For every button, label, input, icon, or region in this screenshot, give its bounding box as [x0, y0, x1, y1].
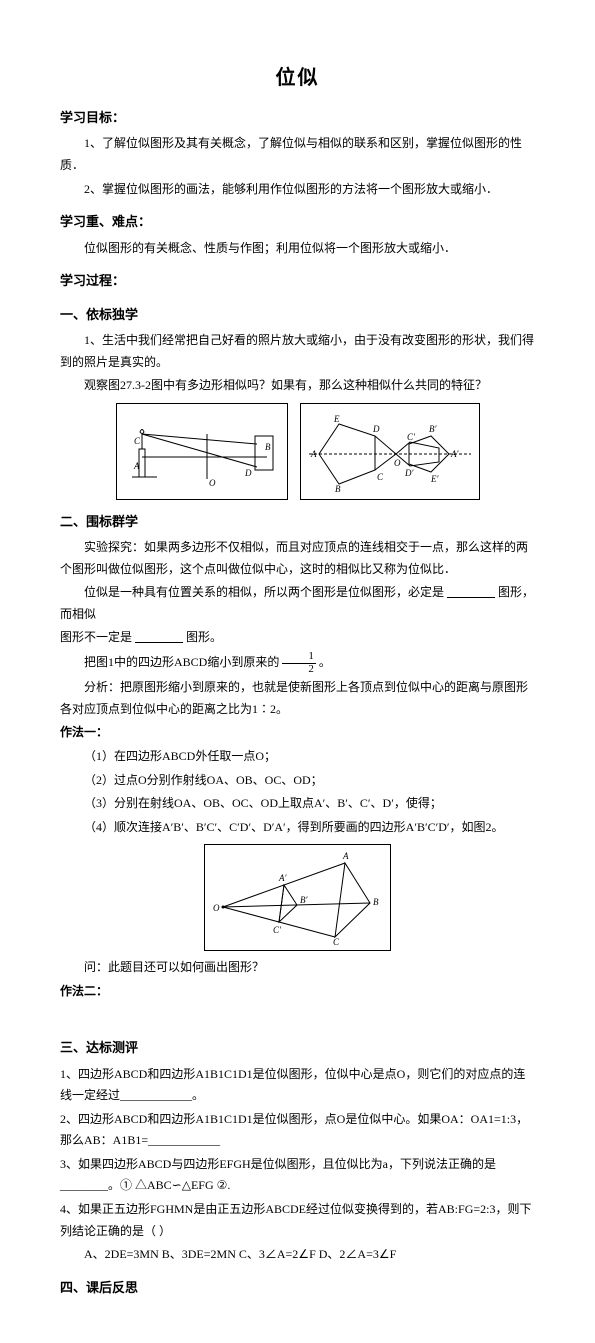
- s1-p1: 1、生活中我们经常把自己好看的照片放大或缩小，由于没有改变图形的形状，我们得到的…: [60, 330, 535, 373]
- section4-heading: 四、课后反思: [60, 1276, 535, 1299]
- svg-text:O: O: [209, 478, 216, 488]
- svg-text:A: A: [310, 449, 317, 459]
- q2: 问：此题目还可以如何画出图形？: [60, 957, 535, 979]
- figure-3: O A B C A′ B′ C′: [204, 844, 391, 951]
- goals-heading: 学习目标：: [60, 106, 535, 129]
- goal-2: 2、掌握位似图形的画法，能够利用作位似图形的方法将一个图形放大或缩小．: [60, 179, 535, 201]
- svg-text:B: B: [373, 897, 379, 907]
- q-lead: 位似是一种具有位置关系的相似，所以两个图形是位似图形，必定是: [84, 585, 444, 599]
- svg-text:C′: C′: [407, 432, 416, 442]
- svg-text:D′: D′: [404, 468, 414, 478]
- svg-text:O: O: [394, 458, 401, 468]
- blank1: 图形不一定是: [60, 630, 132, 644]
- focus-heading: 学习重、难点：: [60, 210, 535, 233]
- goal-1: 1、了解位似图形及其有关概念，了解位似与相似的联系和区别，掌握位似图形的性质．: [60, 133, 535, 176]
- section2-heading: 二、围标群学: [60, 510, 535, 533]
- section1-heading: 一、依标独学: [60, 303, 535, 326]
- svg-text:O: O: [213, 903, 220, 913]
- m1: （1）在四边形ABCD外任取一点O；: [60, 746, 535, 768]
- svg-text:A: A: [342, 851, 349, 861]
- shrink-intro-text: 把图1中的四边形ABCD缩小到原来的: [84, 655, 279, 669]
- t2: 2、四边形ABCD和四边形A1B1C1D1是位似图形，点O是位似中心。如果OA：…: [60, 1109, 535, 1152]
- svg-text:C: C: [377, 472, 384, 482]
- svg-text:C′: C′: [273, 925, 282, 935]
- figure-2: A E D C B O C′ B′ A′ E′ D′: [300, 403, 480, 500]
- blank2: 图形。: [186, 630, 222, 644]
- m3: （3）分别在射线OA、OB、OC、OD上取点A′、B′、C′、D′，使得；: [60, 793, 535, 815]
- svg-text:B: B: [335, 484, 341, 494]
- svg-text:A: A: [133, 461, 140, 471]
- method2-heading: 作法二：: [60, 981, 535, 1003]
- svg-text:D: D: [372, 424, 380, 434]
- m2: （2）过点O分别作射线OA、OB、OC、OD；: [60, 770, 535, 792]
- t3: 3、如果四边形ABCD与四边形EFGH是位似图形，且位似比为a，下列说法正确的是…: [60, 1154, 535, 1197]
- fraction-half: 1 2: [282, 651, 316, 675]
- svg-text:B′: B′: [300, 895, 308, 905]
- svg-text:C: C: [333, 937, 340, 947]
- page-title: 位似: [60, 60, 535, 96]
- svg-text:B′: B′: [429, 424, 437, 434]
- figure-row-1: C A O B D A E D C B O C′: [60, 403, 535, 500]
- svg-text:C: C: [134, 436, 141, 446]
- analysis: 分析：把原图形缩小到原来的，也就是使新图形上各顶点到位似中心的距离与原图形各对应…: [60, 677, 535, 720]
- t1: 1、四边形ABCD和四边形A1B1C1D1是位似图形，位似中心是点O，则它们的对…: [60, 1064, 535, 1107]
- m4: （4）顺次连接A′B′、B′C′、C′D′、D′A′，得到所要画的四边形A′B′…: [60, 817, 535, 839]
- svg-text:E: E: [333, 414, 340, 424]
- svg-text:A′: A′: [450, 449, 459, 459]
- frac-denominator: 2: [282, 664, 316, 676]
- fill-in-blanks: 位似是一种具有位置关系的相似，所以两个图形是位似图形，必定是 图形，而相似 图形…: [60, 582, 535, 649]
- shrink-intro-end: 。: [319, 655, 331, 669]
- s2-p: 实验探究：如果两多边形不仅相似，而且对应顶点的连线相交于一点，那么这样的两个图形…: [60, 537, 535, 580]
- t4-options: A、2DE=3MN B、3DE=2MN C、3∠A=2∠F D、2∠A=3∠F: [60, 1244, 535, 1266]
- process-heading: 学习过程：: [60, 269, 535, 292]
- svg-text:A′: A′: [278, 873, 287, 883]
- focus-text: 位似图形的有关概念、性质与作图；利用位似将一个图形放大或缩小．: [60, 238, 535, 260]
- frac-numerator: 1: [282, 651, 316, 664]
- method1-heading: 作法一：: [60, 722, 535, 744]
- shrink-intro: 把图1中的四边形ABCD缩小到原来的 1 2 。: [60, 651, 535, 675]
- svg-text:B: B: [265, 442, 271, 452]
- svg-text:E′: E′: [430, 474, 439, 484]
- svg-text:D: D: [244, 468, 252, 478]
- figure-1: C A O B D: [116, 403, 288, 500]
- section3-heading: 三、达标测评: [60, 1036, 535, 1059]
- figure-row-2: O A B C A′ B′ C′: [60, 844, 535, 951]
- s1-p2: 观察图27.3-2图中有多边形相似吗？如果有，那么这种相似什么共同的特征？: [60, 375, 535, 397]
- t4: 4、如果正五边形FGHMN是由正五边形ABCDE经过位似变换得到的，若AB:FG…: [60, 1199, 535, 1242]
